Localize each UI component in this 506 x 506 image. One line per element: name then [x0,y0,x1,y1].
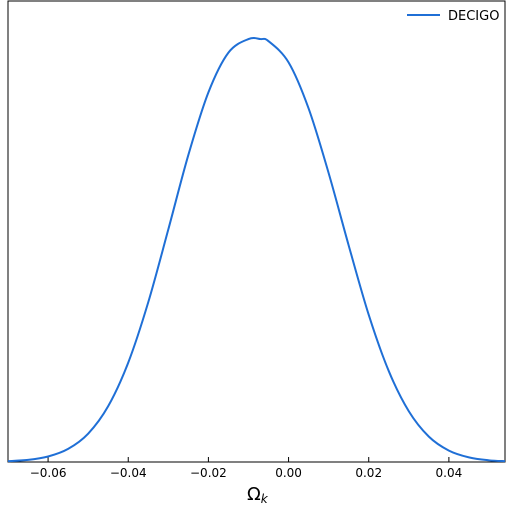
legend-label: DECIGO [448,9,499,24]
x-axis-tick-labels: −0.06 −0.04 −0.02 0.00 0.02 0.04 [30,466,463,480]
x-axis-ticks [47,457,450,462]
x-axis-label-subscript: k [261,492,269,506]
x-tick-label: −0.06 [30,466,67,480]
x-tick-label: 0.00 [275,466,302,480]
x-tick-label: 0.04 [436,466,463,480]
x-axis-label: Ωk [247,484,269,506]
x-axis-label-main: Ω [247,484,261,505]
x-tick-label: −0.02 [190,466,227,480]
plot-frame [7,0,506,463]
legend: DECIGO [407,9,499,24]
series-line-decigo [7,36,506,463]
x-tick-label: −0.04 [110,466,147,480]
x-tick-label: 0.02 [355,466,382,480]
